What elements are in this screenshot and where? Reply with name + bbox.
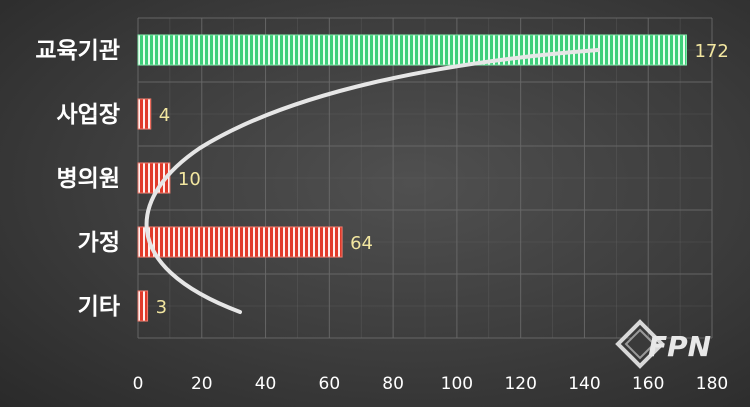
category-label: 기타 xyxy=(78,294,120,320)
value-label: 3 xyxy=(156,297,167,318)
x-tick-label: 60 xyxy=(319,374,341,394)
x-axis-ticks: 0 20 40 60 80 100 120 140 160 180 xyxy=(133,374,729,394)
category-label: 사업장 xyxy=(57,102,120,128)
value-label: 10 xyxy=(178,169,201,190)
x-tick-label: 140 xyxy=(568,374,600,394)
value-label: 64 xyxy=(350,233,373,254)
logo-diamond-shape xyxy=(615,319,665,369)
category-label: 교육기관 xyxy=(35,38,120,64)
category-label: 병의원 xyxy=(57,166,120,192)
x-tick-label: 40 xyxy=(255,374,277,394)
trend-curve xyxy=(144,48,600,314)
x-tick-label: 100 xyxy=(441,374,473,394)
bar xyxy=(137,34,687,66)
bar xyxy=(137,226,343,258)
bar xyxy=(137,290,149,322)
x-tick-label: 120 xyxy=(504,374,536,394)
x-tick-label: 80 xyxy=(382,374,404,394)
x-tick-label: 180 xyxy=(696,374,728,394)
value-label: 172 xyxy=(694,41,728,62)
value-labels: 172 4 10 64 3 xyxy=(156,41,729,318)
x-tick-label: 0 xyxy=(133,374,144,394)
fpn-logo: FPN xyxy=(615,319,711,369)
grid-lines xyxy=(137,17,713,339)
x-tick-label: 20 xyxy=(191,374,213,394)
logo-text: FPN xyxy=(648,330,711,363)
logo-diamond-inner xyxy=(624,328,656,360)
bar xyxy=(137,98,152,130)
value-label: 4 xyxy=(159,105,170,126)
category-label: 가정 xyxy=(78,230,120,256)
x-tick-label: 160 xyxy=(632,374,664,394)
